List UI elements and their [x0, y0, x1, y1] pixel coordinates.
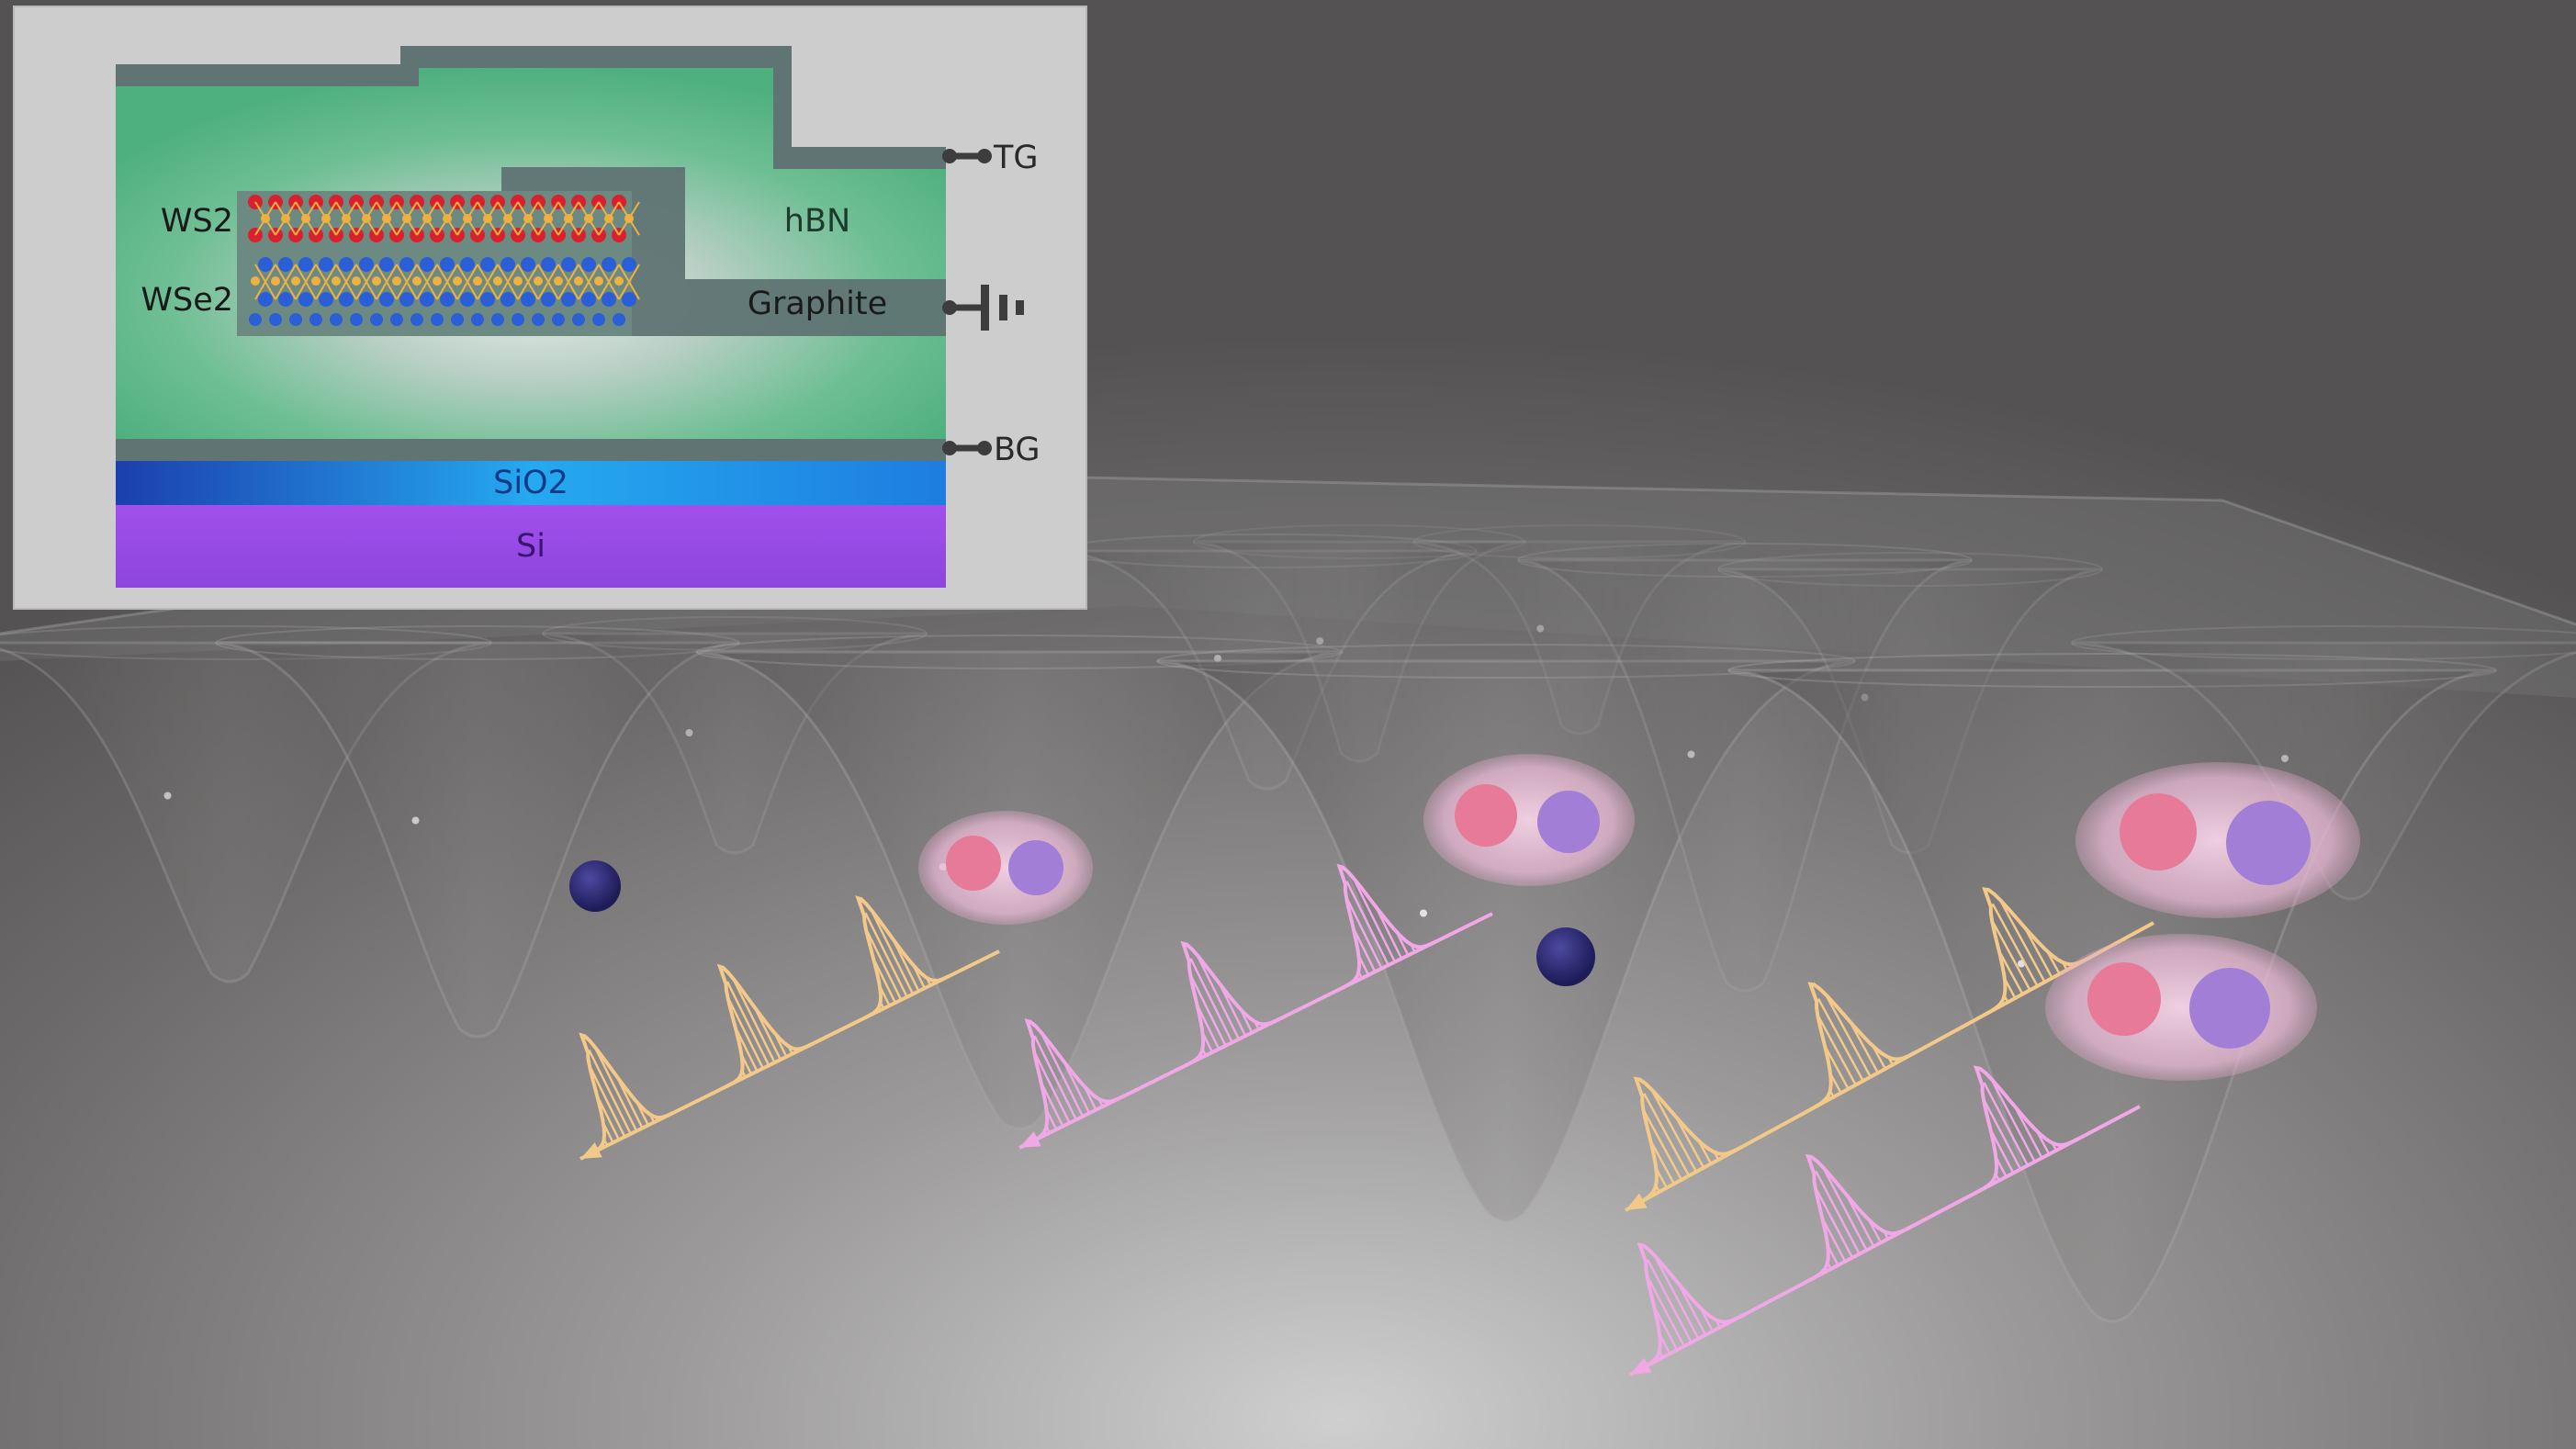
electron [569, 860, 621, 912]
electrons [569, 860, 1595, 986]
potential-well [1412, 524, 1747, 736]
electron [1536, 927, 1595, 986]
ws2-wse2-lattice [248, 195, 640, 326]
top-gate [116, 46, 946, 169]
exciton [2045, 934, 2317, 1081]
exciton [2075, 762, 2360, 918]
device-schematic-inset: WS2 WSe2 hBN Graphite SiO2 Si TG BG [13, 6, 1087, 610]
tg-label: TG [993, 140, 1039, 176]
graphite-label: Graphite [748, 286, 887, 322]
sio2-label: SiO2 [493, 465, 568, 501]
excitons [918, 754, 2360, 1081]
ws2-label: WS2 [161, 203, 233, 240]
sio2-layer [116, 459, 946, 505]
bg-contact [942, 441, 992, 455]
exciton [918, 811, 1093, 925]
si-layer [116, 503, 946, 588]
photon-wavepacket [579, 895, 1000, 1161]
potential-well [2071, 625, 2576, 901]
photon-wavepacket [1018, 863, 1493, 1150]
tg-contact [942, 149, 992, 163]
graphite-ground-contact [942, 285, 1024, 331]
si-label: Si [516, 528, 546, 565]
bottom-gate [116, 439, 946, 461]
bg-label: BG [994, 432, 1041, 468]
exciton [1423, 754, 1635, 886]
hbn-label: hBN [784, 203, 850, 240]
ground-icon [981, 285, 989, 331]
wse2-label: WSe2 [141, 282, 233, 319]
device-cross-section: WS2 WSe2 hBN Graphite SiO2 Si TG BG [116, 46, 1041, 588]
photon-wavepacket [1629, 1065, 2141, 1376]
